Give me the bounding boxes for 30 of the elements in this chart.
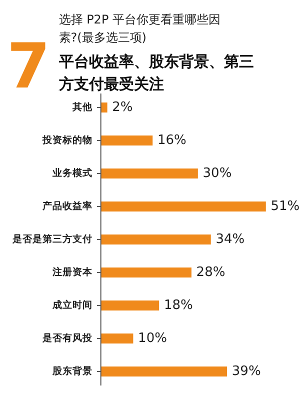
bar	[100, 300, 160, 310]
bar	[100, 102, 108, 112]
y-tick-label: 业务模式	[52, 167, 93, 179]
bar	[100, 366, 228, 376]
y-tick-label: 是否是第三方支付	[12, 233, 93, 245]
chart-title: 选择 P2P 平台你更看重哪些因素?(最多选三项)	[58, 12, 221, 45]
y-tick-label: 产品收益率	[42, 200, 93, 212]
data-label: 51%	[270, 199, 300, 214]
data-label: 30%	[202, 166, 232, 181]
bar	[100, 136, 153, 146]
text: 7	[6, 30, 50, 102]
y-tick-label: 成立时间	[52, 299, 93, 311]
y-tick-label: 注册资本	[52, 266, 94, 278]
data-label: 16%	[157, 133, 186, 148]
data-label: 28%	[196, 265, 226, 280]
bar	[100, 234, 211, 244]
bar	[100, 268, 192, 278]
bar	[100, 202, 266, 212]
y-tick-label: 其他	[72, 101, 94, 113]
bar	[100, 334, 134, 344]
data-label: 10%	[138, 331, 167, 346]
data-label: 18%	[164, 298, 193, 313]
data-label: 39%	[232, 364, 261, 379]
data-label: 34%	[216, 232, 245, 247]
y-tick-label: 投资标的物	[42, 134, 93, 146]
data-label: 2%	[112, 100, 133, 115]
chart-subtitle: 平台收益率、股东背景、第三方支付最受关注	[58, 52, 254, 93]
y-tick-label: 股东背景	[52, 365, 93, 377]
y-tick-label: 是否有风投	[42, 332, 94, 344]
bar	[100, 168, 198, 178]
